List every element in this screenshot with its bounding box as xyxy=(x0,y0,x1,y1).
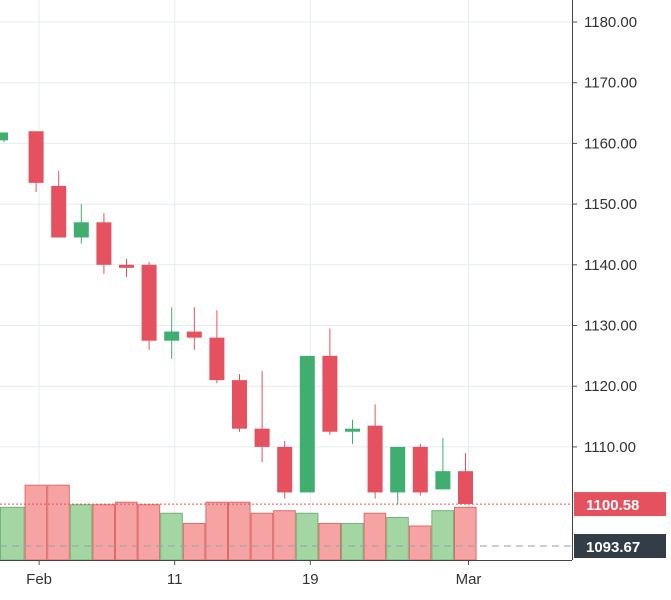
last-price-label: 1100.58 xyxy=(586,497,639,514)
volume-bar xyxy=(228,501,251,561)
axes: 1180.00 1170.00 1160.00 1150.00 1140.00 1130.… xyxy=(0,0,637,588)
candle-body xyxy=(164,331,180,341)
volume-bar xyxy=(273,510,296,561)
ref-price-tag xyxy=(574,534,666,559)
candle-body xyxy=(458,471,473,504)
candle xyxy=(119,258,134,277)
candle xyxy=(277,440,293,499)
candle-body xyxy=(141,264,157,341)
candle-body xyxy=(322,355,338,432)
candle-body xyxy=(209,337,225,381)
volume-bar xyxy=(0,506,25,561)
volume-bar xyxy=(205,501,228,561)
volume-bar xyxy=(363,512,387,561)
candle xyxy=(0,132,8,143)
volume-bar xyxy=(47,484,70,561)
candle xyxy=(141,261,157,350)
last-price-tag xyxy=(574,492,666,517)
y-tick-label: 1170.00 xyxy=(584,75,637,92)
volume-bar xyxy=(137,504,161,561)
candle xyxy=(367,404,383,499)
candle xyxy=(254,371,270,463)
candle xyxy=(232,374,247,432)
x-tick-label: 19 xyxy=(302,571,319,588)
candle-body xyxy=(73,222,89,238)
candle-body xyxy=(28,131,44,183)
candle xyxy=(186,307,202,350)
y-tick-label: 1120.00 xyxy=(584,378,637,395)
y-tick-label: 1180.00 xyxy=(584,14,637,31)
volume-bar xyxy=(92,504,116,561)
volume-bar xyxy=(24,484,48,561)
candle-body xyxy=(119,264,134,268)
y-tick-label: 1150.00 xyxy=(584,196,637,213)
volume-bar xyxy=(182,522,206,561)
candle-body xyxy=(0,132,8,141)
candle xyxy=(164,307,180,359)
candle xyxy=(73,204,89,244)
volume-bar xyxy=(160,512,183,561)
volume-bar xyxy=(295,512,319,561)
candle xyxy=(322,328,338,435)
grid-lines xyxy=(0,0,572,560)
candle xyxy=(96,213,112,274)
volume-bar xyxy=(250,512,274,561)
candle-body xyxy=(435,471,451,490)
candle xyxy=(299,355,315,493)
volume-bar xyxy=(431,510,454,561)
candle-body xyxy=(96,222,112,265)
y-tick-label: 1160.00 xyxy=(584,135,637,152)
y-tick-label: 1110.00 xyxy=(584,439,636,456)
y-tick-label: 1140.00 xyxy=(584,257,637,274)
candle-body xyxy=(299,355,315,493)
price-lines xyxy=(0,503,572,547)
x-tick-label: Feb xyxy=(26,571,52,588)
volume-bar xyxy=(341,522,364,561)
candle xyxy=(412,443,428,496)
volume-bar xyxy=(115,501,138,561)
candle-body xyxy=(277,446,293,493)
candle-body xyxy=(345,428,360,432)
candle xyxy=(435,437,451,490)
volume-bar xyxy=(454,506,477,561)
candle xyxy=(209,310,225,384)
candle-body xyxy=(51,185,67,238)
candle-body xyxy=(390,446,406,493)
candle xyxy=(345,419,360,444)
price-tags: 1100.58 1093.67 xyxy=(574,492,666,559)
volume-bars xyxy=(0,484,477,561)
volume-bar xyxy=(386,517,409,561)
candle-body xyxy=(232,380,247,429)
candle xyxy=(390,446,406,505)
candle-body xyxy=(412,446,428,493)
candle xyxy=(458,452,473,505)
candle-body xyxy=(186,331,202,338)
x-tick-label: Mar xyxy=(456,571,482,588)
x-tick-label: 11 xyxy=(167,571,183,588)
volume-bar xyxy=(408,525,432,561)
candles xyxy=(0,131,473,505)
candle xyxy=(28,131,44,192)
candle xyxy=(51,170,67,238)
candle-body xyxy=(254,428,270,447)
ref-price-label: 1093.67 xyxy=(586,539,640,556)
y-tick-label: 1130.00 xyxy=(584,318,637,335)
volume-bar xyxy=(318,522,341,561)
candle-body xyxy=(367,425,383,493)
volume-bar xyxy=(69,504,93,561)
